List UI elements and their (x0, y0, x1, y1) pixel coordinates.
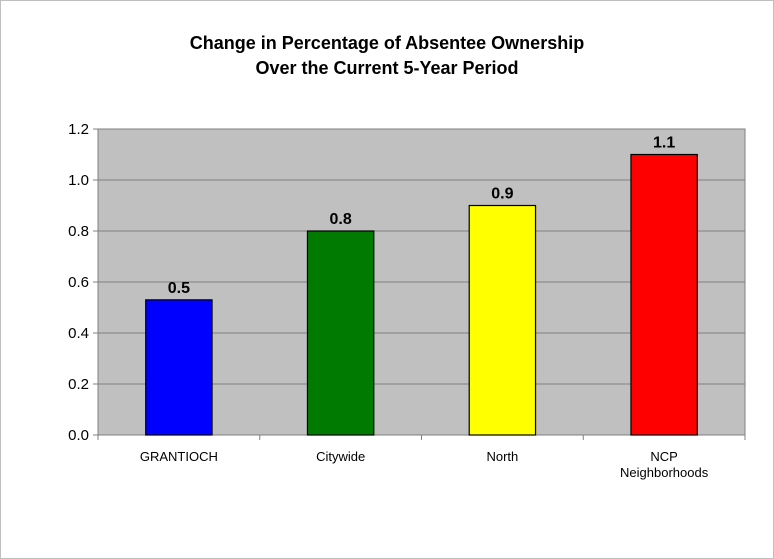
bar (630, 153, 698, 436)
x-category-label: GRANTIOCH (140, 449, 218, 464)
bar (468, 204, 537, 436)
x-category-label: Citywide (316, 449, 365, 464)
y-tick-label: 0.0 (68, 427, 89, 444)
data-label: 1.1 (653, 135, 675, 152)
y-tick-label: 0.8 (68, 223, 89, 240)
y-tick-label: 1.2 (68, 121, 89, 138)
chart-title-line-1: Change in Percentage of Absentee Ownersh… (190, 33, 584, 53)
x-category-label: NCP (650, 449, 677, 464)
y-tick-label: 0.4 (68, 325, 89, 342)
y-tick-label: 0.2 (68, 376, 89, 393)
bar (306, 230, 375, 436)
data-label: 0.8 (330, 211, 352, 228)
chart-title-line-2: Over the Current 5-Year Period (255, 58, 518, 78)
data-label: 0.5 (168, 280, 190, 297)
plot-area: 0.0 0.2 0.4 0.6 0.8 1.0 1.2 0.5 GRANTIOCH 0.8 City… (68, 121, 746, 480)
x-category-label: North (486, 449, 518, 464)
bar (145, 299, 213, 436)
y-tick-label: 0.6 (68, 274, 89, 291)
data-label: 0.9 (491, 186, 513, 203)
y-tick-label: 1.0 (68, 172, 89, 189)
x-category-label: Neighborhoods (620, 465, 709, 480)
